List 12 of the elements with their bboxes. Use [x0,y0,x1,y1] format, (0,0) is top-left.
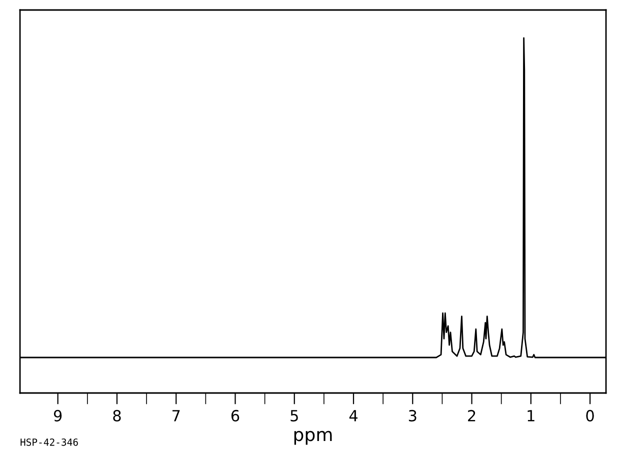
x-tick-label: 0 [586,410,594,422]
x-tick-label: 3 [408,410,416,422]
x-tick-label: 8 [113,410,121,422]
x-tick-label: 9 [54,410,62,422]
x-axis-title: ppm [294,430,332,445]
x-tick-label: 4 [349,410,358,422]
x-tick-label: 1 [528,410,534,422]
x-tick-label: 2 [468,410,476,422]
x-tick-label: 6 [231,410,240,422]
x-tick-label: 7 [172,410,180,422]
text: HSP-42-346 [20,438,78,446]
x-tick-label: 5 [290,410,298,422]
